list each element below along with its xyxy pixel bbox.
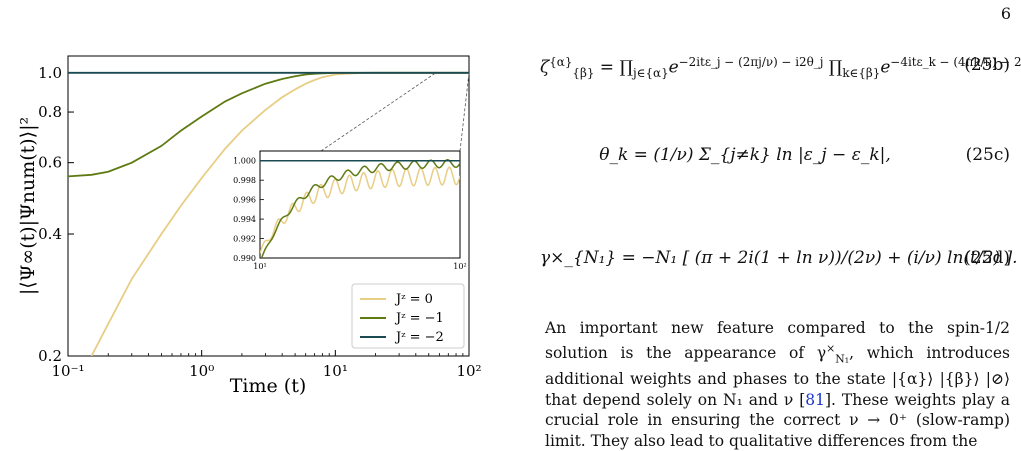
x-tick-label: 10⁰: [189, 362, 214, 380]
eq25c-number: (25c): [965, 145, 1010, 165]
inset-y-tick-label: 0.990: [233, 254, 256, 263]
paragraph-gamma-sub: N₁: [835, 351, 850, 365]
eq25b-exp2: −4itε_k − (4πk/ν) − 2iθ_k: [890, 55, 1021, 69]
eq25c-text: θ_k = (1/ν) Σ_{j≠k} ln |ε_j − ε_k|,: [599, 145, 891, 165]
main-axes-frame: [67, 55, 470, 357]
inset-series-line: [260, 158, 460, 258]
y-tick-label: 0.6: [38, 154, 62, 172]
eq25b-lhs: ζ: [540, 57, 550, 78]
inset-x-tick-label: 10²: [453, 262, 466, 271]
paragraph-part1: An important new feature compared to the…: [545, 319, 1010, 362]
eq25d-text: γ×_{N₁} = −N₁ [ (π + 2i(1 + ln ν))/(2ν) …: [540, 248, 1018, 268]
inset-y-tick-label: 0.994: [233, 215, 256, 224]
y-tick-label: 0.4: [38, 225, 62, 243]
figure-plot: 10⁻¹ 10⁰ 10¹ 10² 0.2 0.4 0.6 0.8 1.0 0.990 0.992 0…: [17, 55, 482, 397]
paragraph-part3: ]. These weights play a crucial role in …: [545, 390, 1010, 450]
eq25b-lhs-sub: {β}: [572, 66, 595, 81]
y-tick-label: 0.8: [38, 103, 62, 121]
paragraph-part2: , which introduces additional weights an…: [545, 343, 1010, 409]
inset-y-tick-label: 0.998: [233, 176, 256, 185]
eq25b-prod2-sub: k∈{β}: [842, 66, 881, 81]
legend-label: Jᶻ = −1: [394, 311, 444, 326]
inset-x-tick-label: 10¹: [253, 262, 266, 271]
y-axis-label: |⟨Ψ∞(t)|Ψnum(t)⟩|²: [17, 117, 39, 295]
zoom-connector-right: [459, 72, 470, 152]
eq25b-prod1-sub: j∈{α}: [633, 66, 669, 81]
x-tick-label: 10²: [456, 362, 481, 380]
body-paragraph: An important new feature compared to the…: [545, 319, 1010, 450]
legend: Jᶻ = 0 Jᶻ = −1 Jᶻ = −2: [351, 283, 465, 349]
inset-axes-frame: [259, 150, 461, 259]
citation-link[interactable]: 81: [805, 390, 825, 409]
eq25b-exp1: −2itε_j − (2πj/ν) − i2θ_j: [678, 55, 824, 69]
zoom-connector-left: [320, 71, 438, 152]
inset-y-tick-label: 0.996: [233, 196, 256, 205]
x-tick-label: 10⁻¹: [51, 362, 84, 380]
legend-label: Jᶻ = 0: [394, 292, 433, 307]
inset-y-tick-label: 0.992: [233, 235, 256, 244]
page-number: 6: [1000, 4, 1011, 23]
eq25d-number: (25d): [964, 248, 1010, 268]
y-tick-label: 0.2: [38, 347, 62, 365]
inset-series-line: [260, 166, 460, 254]
eq25b-number: (25b): [964, 55, 1010, 75]
legend-label: Jᶻ = −2: [394, 330, 444, 345]
x-tick-label: 10¹: [323, 362, 348, 380]
eq25b-lhs-sup: {α}: [549, 55, 573, 69]
x-axis-label: Time (t): [230, 375, 307, 397]
inset-y-tick-label: 1.000: [233, 157, 256, 166]
y-tick-label: 1.0: [38, 64, 62, 82]
